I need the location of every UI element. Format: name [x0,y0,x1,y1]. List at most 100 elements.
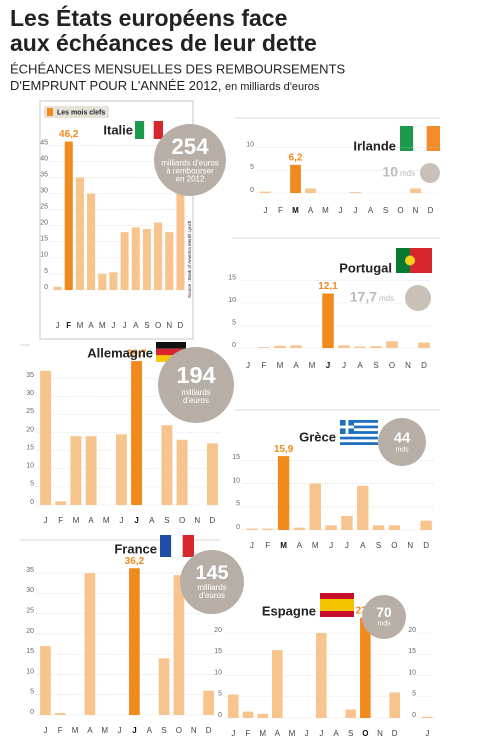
flag-ie [400,125,440,152]
x-tick-label: N [194,516,200,525]
x-tick-label: J [118,726,122,735]
bar [203,690,214,715]
y-tick-label: 15 [408,648,416,655]
y-tick-label: 10 [246,141,254,148]
bar [420,520,432,530]
x-tick-label: A [333,729,339,738]
bar [293,527,306,530]
x-tick-label: M [73,516,80,525]
x-tick-label: M [259,729,266,738]
total-value: 17,7 [350,289,377,305]
total-label: milliards d'euros [161,158,219,167]
flag-es [320,593,354,617]
bar [386,341,398,348]
x-tick-label: D [392,729,398,738]
bar [354,346,366,348]
x-tick-label: N [413,206,419,215]
bar [246,528,258,530]
y-tick-label: 10 [26,668,34,675]
x-tick-label: M [289,729,296,738]
x-tick-label: S [144,321,149,330]
x-tick-label: F [58,726,63,735]
x-tick-label: F [246,729,251,738]
bar [70,436,82,505]
subtitle: D'EMPRUNT POUR L'ANNÉE 2012, [10,78,221,93]
y-tick-label: 10 [232,477,240,484]
x-tick-label: O [155,321,161,330]
bar [370,346,382,348]
total-label: milliards [197,583,226,592]
total-label: d'euros [183,396,209,405]
x-tick-label: O [391,541,397,550]
x-tick-label: S [383,206,388,215]
x-tick-label: A [133,321,139,330]
x-tick-label: J [342,361,346,370]
x-tick-label: J [250,541,254,550]
y-tick-label: 5 [44,268,48,275]
bar [242,711,254,718]
x-tick-label: J [339,206,343,215]
total-label: mds [379,294,394,303]
bar [120,232,129,290]
x-tick-label: F [66,321,71,330]
y-tick-label: 0 [232,342,236,349]
y-tick-label: 10 [214,669,222,676]
x-tick-label: J [264,206,268,215]
bar [84,573,96,715]
total-value: 44 [394,430,411,446]
bar [388,525,401,530]
total-circle [378,418,426,466]
bar [53,286,62,290]
bar [277,456,290,530]
total-label: en 2012 [176,174,205,183]
bar [154,222,163,290]
x-tick-label: D [210,516,216,525]
y-tick-label: 20 [408,627,416,634]
value-label: 36,2 [125,556,145,567]
y-tick-label: 35 [40,171,48,178]
x-tick-label: D [421,361,427,370]
country-name: Espagne [262,603,316,618]
total-label: à rembourser [166,166,214,175]
total-label: mds [400,169,415,178]
x-tick-label: J [305,729,309,738]
total-label: milliards [181,388,210,397]
total-value: 194 [176,362,215,388]
value-label: 6,2 [289,152,303,163]
y-tick-label: 15 [228,274,236,281]
total-label: mds [377,621,391,628]
bar [75,177,84,290]
x-tick-label: S [348,729,353,738]
bar [345,709,356,718]
x-tick-label: M [72,726,79,735]
value-label: 39,7 [127,349,147,360]
x-tick-label: S [376,541,381,550]
value-label: 12,1 [318,281,338,292]
panel [39,100,194,340]
y-tick-label: 0 [44,284,48,291]
legend-box [44,106,109,118]
x-tick-label: J [354,206,358,215]
bar [40,646,51,715]
total-value: 70 [376,605,392,620]
bar [290,345,302,348]
bar [98,273,107,290]
x-tick-label: M [280,541,287,550]
country-name: France [114,541,157,556]
total-label: mds [395,446,409,453]
bar [260,191,271,193]
y-tick-label: 10 [26,463,34,470]
bar [54,712,66,715]
y-tick-label: 25 [40,204,48,211]
x-tick-label: O [179,516,185,525]
subtitle: D'EMPRUNT POUR L'ANNÉE 2012, en milliard… [10,78,320,93]
y-tick-label: 0 [236,524,240,531]
x-tick-label: M [322,206,329,215]
bar [316,633,327,718]
x-tick-label: D [178,321,184,330]
bar [262,528,274,530]
x-tick-label: J [329,541,333,550]
total-value: 10 [382,164,398,180]
bar [206,443,218,505]
